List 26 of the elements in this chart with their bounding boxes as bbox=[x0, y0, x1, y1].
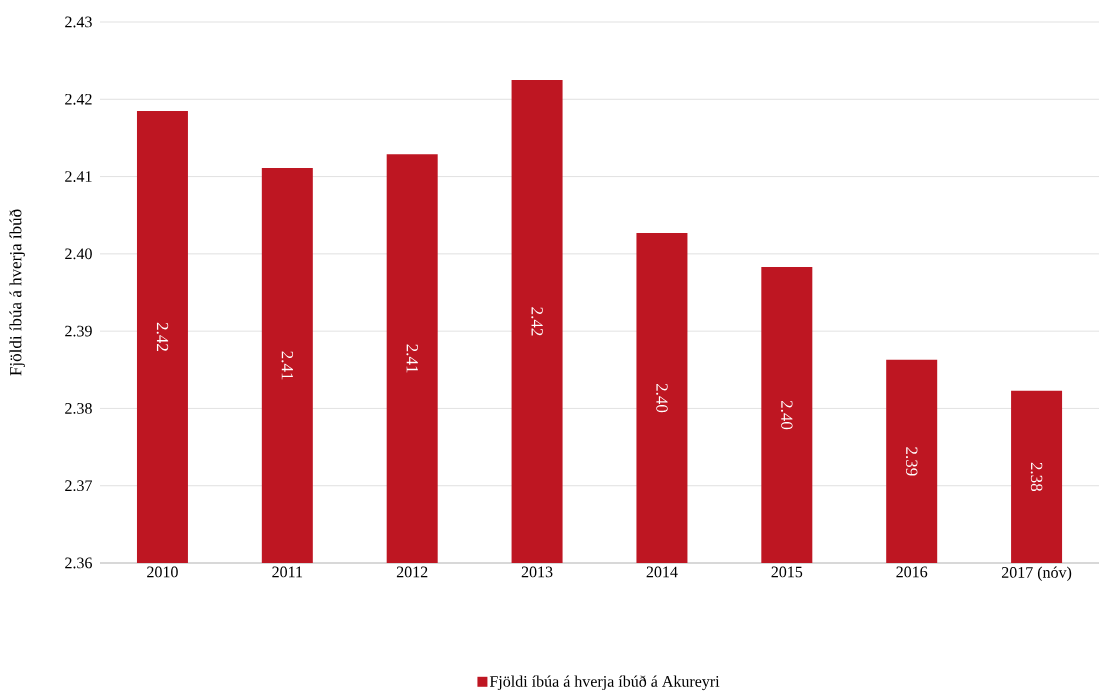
data-label: 2.41 bbox=[281, 351, 294, 380]
y-axis-title: Fjöldi íbúa á hverja íbúð bbox=[9, 209, 25, 376]
data-label: 2.42 bbox=[531, 307, 543, 336]
data-label: 2.40 bbox=[656, 383, 668, 413]
data-label: 2.42 bbox=[156, 322, 169, 351]
x-tick-label: 2010 bbox=[147, 566, 178, 578]
data-label: 2.41 bbox=[406, 344, 418, 373]
y-tick-label: 2.39 bbox=[65, 325, 92, 337]
x-tick-label: 2016 bbox=[896, 566, 928, 578]
y-tick-label: 2.38 bbox=[65, 403, 92, 414]
y-tick-label: 2.40 bbox=[65, 248, 92, 260]
x-tick-label: 2017 (nóv) bbox=[1001, 566, 1072, 582]
y-tick-label: 2.37 bbox=[65, 480, 93, 492]
x-tick-label: 2015 bbox=[771, 566, 803, 578]
x-tick-label: 2013 bbox=[521, 566, 553, 578]
y-tick-label: 2.43 bbox=[65, 16, 92, 28]
legend-label: Fjöldi íbúa á hverja íbúð á Akureyri bbox=[489, 675, 720, 691]
x-tick-label: 2014 bbox=[646, 566, 678, 578]
data-label: 2.38 bbox=[1030, 462, 1043, 492]
x-tick-label: 2011 bbox=[272, 566, 303, 578]
y-tick-label: 2.42 bbox=[65, 93, 92, 105]
data-label: 2.39 bbox=[905, 447, 918, 476]
y-tick-label: 2.36 bbox=[65, 557, 92, 569]
x-tick-label: 2012 bbox=[396, 566, 428, 578]
y-tick-label: 2.41 bbox=[65, 171, 92, 182]
data-label: 2.40 bbox=[781, 400, 793, 430]
